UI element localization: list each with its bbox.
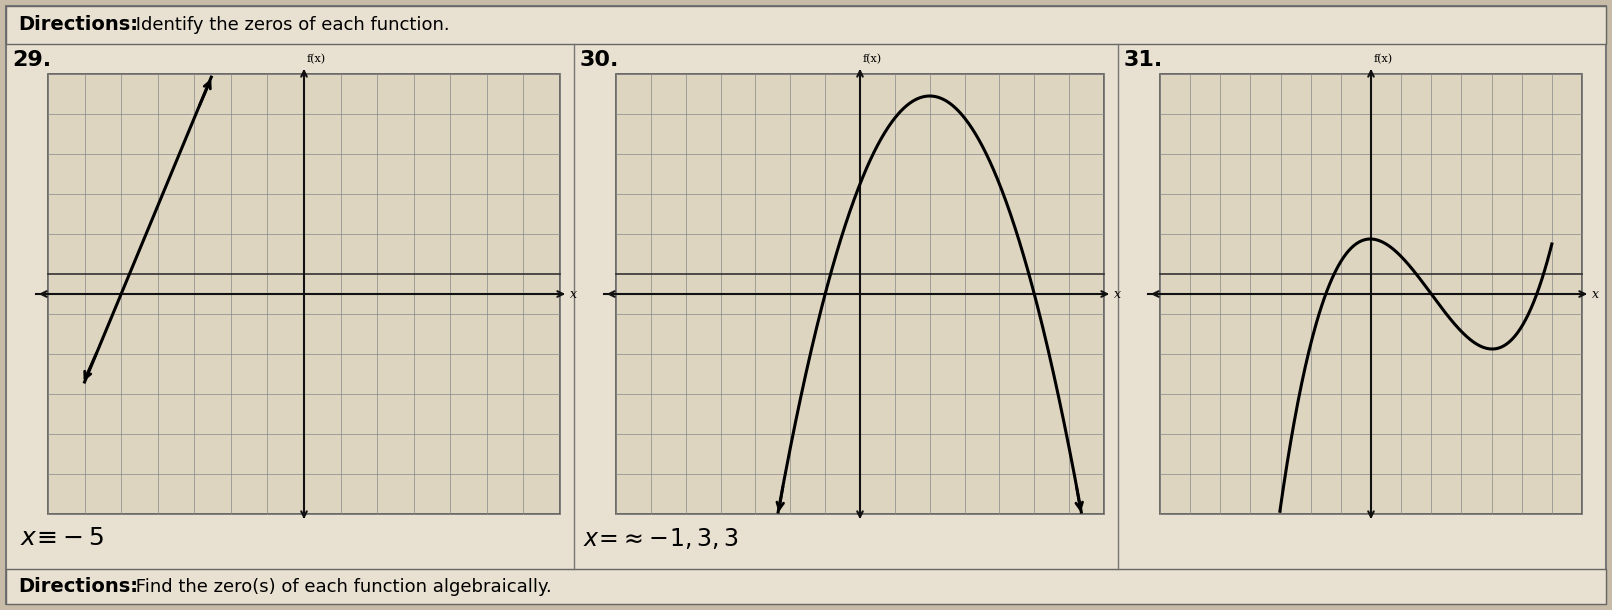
Text: Directions:: Directions:	[18, 577, 139, 596]
Text: x: x	[1593, 287, 1599, 301]
Text: f(x): f(x)	[306, 54, 326, 64]
Text: 29.: 29.	[11, 50, 52, 70]
Text: 30.: 30.	[580, 50, 619, 70]
Text: Directions:: Directions:	[18, 15, 139, 35]
Bar	[6, 6, 1606, 44]
Text: f(x): f(x)	[1373, 54, 1393, 64]
Bar	[48, 74, 559, 514]
Text: Find the zero(s) of each function algebraically.: Find the zero(s) of each function algebr…	[131, 578, 551, 595]
Text: $x\!=\!\approx\!-\!1,3,3$: $x\!=\!\approx\!-\!1,3,3$	[584, 526, 738, 551]
Bar	[1161, 74, 1581, 514]
Bar	[6, 569, 1606, 604]
Text: Identify the zeros of each function.: Identify the zeros of each function.	[131, 16, 450, 34]
Text: x: x	[1114, 287, 1120, 301]
Bar	[616, 74, 1104, 514]
Text: 31.: 31.	[1124, 50, 1164, 70]
Text: x: x	[571, 287, 577, 301]
Text: $x\!\equiv\!-5$: $x\!\equiv\!-5$	[19, 526, 105, 550]
Text: f(x): f(x)	[862, 54, 882, 64]
